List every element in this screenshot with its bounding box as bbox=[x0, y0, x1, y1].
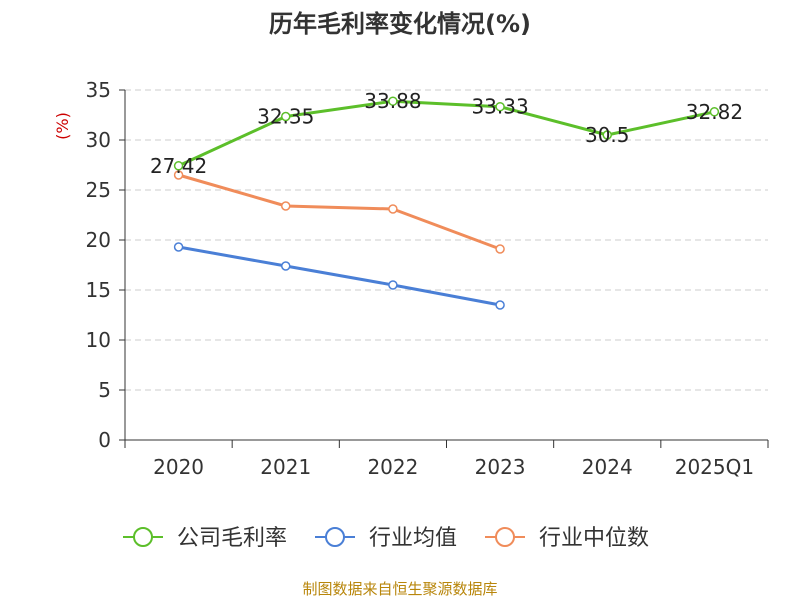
x-tick-label: 2020 bbox=[153, 455, 204, 479]
series-line bbox=[178, 245, 501, 307]
x-tick-label: 2024 bbox=[582, 455, 633, 479]
y-tick-label: 15 bbox=[86, 278, 111, 302]
x-tick-label: 2023 bbox=[475, 455, 526, 479]
data-point bbox=[709, 107, 720, 117]
legend-item-0: 公司毛利率 bbox=[123, 526, 287, 551]
legend-item-1: 行业均值 bbox=[315, 526, 457, 551]
y-tick-label: 0 bbox=[98, 428, 111, 452]
chart-title: 历年毛利率变化情况(%) bbox=[269, 10, 531, 38]
x-tick-label: 2022 bbox=[367, 455, 418, 479]
data-labels: 27.42 32.35 33.88 33.33 30.5 32.82 bbox=[150, 89, 743, 178]
series-line bbox=[177, 99, 715, 168]
y-axis-unit: (%) bbox=[53, 112, 72, 140]
data-point bbox=[388, 280, 398, 290]
data-label: 30.5 bbox=[585, 123, 630, 147]
legend-marker bbox=[133, 527, 153, 547]
y-tick-label: 10 bbox=[86, 328, 111, 352]
x-tick-label: 2025Q1 bbox=[675, 455, 754, 479]
y-tick-label: 5 bbox=[98, 378, 111, 402]
series-0 bbox=[173, 96, 720, 171]
data-point bbox=[495, 244, 505, 254]
data-point bbox=[388, 204, 398, 214]
data-label: 33.88 bbox=[364, 89, 421, 113]
data-label: 32.82 bbox=[686, 100, 743, 124]
legend-marker bbox=[495, 527, 515, 547]
axes: 0 5 10 15 20 25 30 35 2020 2021 2022 2023 2024 2025Q1… bbox=[53, 78, 769, 479]
data-label: 32.35 bbox=[257, 105, 314, 129]
data-point bbox=[173, 242, 184, 252]
legend: 公司毛利率 行业均值 行业中位数 bbox=[123, 526, 649, 551]
y-tick-label: 35 bbox=[86, 78, 111, 102]
series-1 bbox=[173, 242, 505, 310]
legend-label: 行业中位数 bbox=[539, 526, 649, 551]
data-label: 33.33 bbox=[471, 95, 528, 119]
legend-marker bbox=[325, 527, 345, 547]
data-point bbox=[388, 96, 398, 106]
data-point bbox=[281, 111, 291, 122]
y-tick-label: 25 bbox=[86, 178, 111, 202]
series-lines bbox=[173, 96, 720, 310]
legend-item-2: 行业中位数 bbox=[485, 526, 649, 551]
data-point bbox=[281, 261, 291, 271]
legend-label: 公司毛利率 bbox=[177, 526, 287, 551]
data-point bbox=[495, 101, 505, 112]
x-tick-label: 2021 bbox=[260, 455, 311, 479]
legend-label: 行业均值 bbox=[369, 526, 457, 551]
data-point bbox=[173, 170, 184, 180]
data-point bbox=[495, 300, 505, 310]
data-point bbox=[173, 161, 184, 171]
grid-lines bbox=[125, 89, 768, 391]
data-point bbox=[281, 201, 291, 211]
series-line bbox=[178, 173, 501, 251]
source-note: 制图数据来自恒生聚源数据库 bbox=[302, 580, 498, 598]
data-point bbox=[602, 130, 612, 140]
data-label: 27.42 bbox=[150, 154, 207, 178]
series-2 bbox=[173, 170, 505, 254]
y-tick-label: 30 bbox=[86, 128, 111, 152]
y-tick-label: 20 bbox=[86, 228, 111, 252]
